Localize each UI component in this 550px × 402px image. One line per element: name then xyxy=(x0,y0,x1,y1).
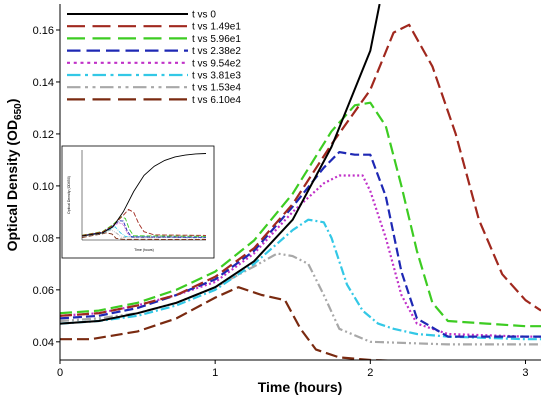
inset-series-line-7 xyxy=(81,232,207,240)
legend-label-6: t vs 1.53e4 xyxy=(192,83,241,94)
y-tick-label-5: 0.14 xyxy=(33,77,54,89)
legend-entry-0: t vs 0 xyxy=(67,10,216,21)
legend-label-4: t vs 9.54e2 xyxy=(192,58,241,69)
x-tick-label-2: 2 xyxy=(367,367,373,379)
plot-layer xyxy=(60,4,541,360)
inset-x-axis-title: Time (hours) xyxy=(134,248,154,252)
series-line-7 xyxy=(60,286,404,360)
y-axis-title-close: ) xyxy=(4,99,20,104)
x-tick-label-0: 0 xyxy=(57,367,63,379)
inset-series-line-6 xyxy=(81,229,207,239)
inset-frame xyxy=(61,145,215,259)
legend-label-0: t vs 0 xyxy=(192,10,216,21)
axes: 0 1 2 3 0.04 0.06 0.08 0.10 0.12 0.14 0.16 xyxy=(33,4,541,379)
y-axis-title-subscript: 650 xyxy=(13,103,24,120)
series-lines xyxy=(60,4,541,360)
legend-label-3: t vs 2.38e2 xyxy=(192,46,241,57)
inset-series-line-4 xyxy=(81,222,207,238)
legend-entry-4: t vs 9.54e2 xyxy=(67,58,241,69)
series-line-6 xyxy=(60,252,541,346)
y-tick-label-6: 0.16 xyxy=(33,25,54,37)
y-tick-label-4: 0.12 xyxy=(33,129,54,141)
series-line-1 xyxy=(60,23,541,317)
y-axis-title: Optical Density (OD650) xyxy=(4,99,24,252)
x-axis-title: Time (hours) xyxy=(258,379,343,395)
series-line-0 xyxy=(60,4,381,325)
legend-label-7: t vs 6.10e4 xyxy=(192,95,241,106)
x-tick-label-1: 1 xyxy=(212,367,218,379)
y-tick-label-1: 0.06 xyxy=(33,285,54,297)
series-line-5 xyxy=(60,218,541,341)
legend-label-1: t vs 1.49e1 xyxy=(192,22,241,33)
y-axis-title-main: Optical Density (OD xyxy=(4,120,20,251)
y-tick-label-3: 0.10 xyxy=(33,181,54,193)
series-line-2 xyxy=(60,101,541,328)
y-tick-label-2: 0.08 xyxy=(33,233,54,245)
x-tick-label-3: 3 xyxy=(522,367,528,379)
inset-series-line-1 xyxy=(81,208,207,236)
y-tick-label-0: 0.04 xyxy=(33,337,54,349)
legend-entry-3: t vs 2.38e2 xyxy=(67,46,241,57)
inset-chart: Time (hours) Optical Density (OD650) xyxy=(61,145,215,259)
legend-entry-7: t vs 6.10e4 xyxy=(67,95,241,106)
inset-y-axis-title: Optical Density (OD650) xyxy=(67,176,71,214)
legend-label-5: t vs 3.81e3 xyxy=(192,71,241,82)
legend-entry-6: t vs 1.53e4 xyxy=(67,83,241,94)
inset-series-line-0 xyxy=(81,153,207,237)
legend-label-2: t vs 5.96e1 xyxy=(192,34,241,45)
legend-entry-1: t vs 1.49e1 xyxy=(67,22,241,33)
legend-entry-2: t vs 5.96e1 xyxy=(67,34,241,45)
legend-entry-5: t vs 3.81e3 xyxy=(67,71,241,82)
